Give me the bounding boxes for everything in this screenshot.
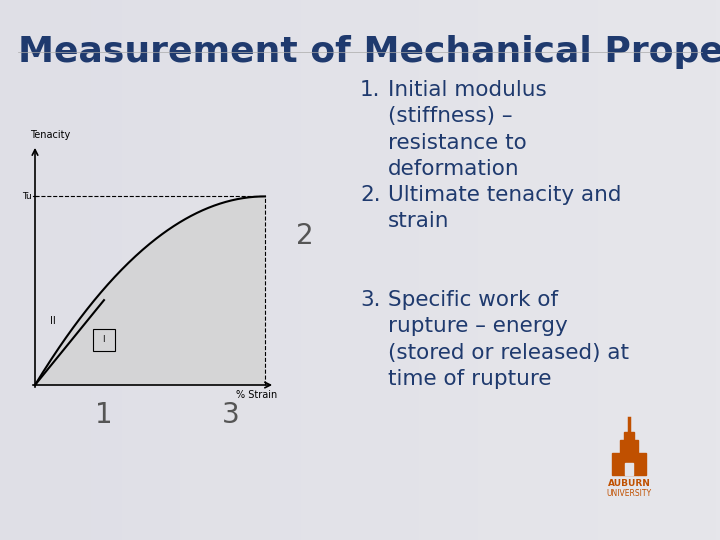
Text: I: I bbox=[102, 335, 104, 344]
Text: Ultimate tenacity and
strain: Ultimate tenacity and strain bbox=[388, 185, 621, 232]
Text: 2: 2 bbox=[296, 221, 314, 249]
Text: % Strain: % Strain bbox=[235, 390, 277, 400]
Bar bbox=[625, 463, 633, 475]
Text: II: II bbox=[50, 315, 55, 326]
Bar bbox=[612, 453, 620, 475]
Bar bbox=[638, 453, 646, 475]
Text: Tenacity: Tenacity bbox=[30, 130, 71, 140]
Text: 1: 1 bbox=[95, 401, 113, 429]
Bar bbox=[624, 432, 634, 440]
Text: Tu: Tu bbox=[22, 192, 32, 201]
Bar bbox=[92, 328, 114, 350]
Text: AUBURN: AUBURN bbox=[608, 480, 650, 489]
Text: Measurement of Mechanical Properties: Measurement of Mechanical Properties bbox=[18, 35, 720, 69]
Polygon shape bbox=[35, 197, 265, 385]
Text: 3.: 3. bbox=[360, 290, 380, 310]
Text: 2.: 2. bbox=[360, 185, 381, 205]
Bar bbox=[620, 440, 638, 475]
Text: Specific work of
rupture – energy
(stored or released) at
time of rupture: Specific work of rupture – energy (store… bbox=[388, 290, 629, 389]
Text: 3: 3 bbox=[222, 401, 239, 429]
Text: 1.: 1. bbox=[360, 80, 380, 100]
Text: UNIVERSITY: UNIVERSITY bbox=[606, 489, 652, 497]
Text: Initial modulus
(stiffness) –
resistance to
deformation: Initial modulus (stiffness) – resistance… bbox=[388, 80, 546, 179]
